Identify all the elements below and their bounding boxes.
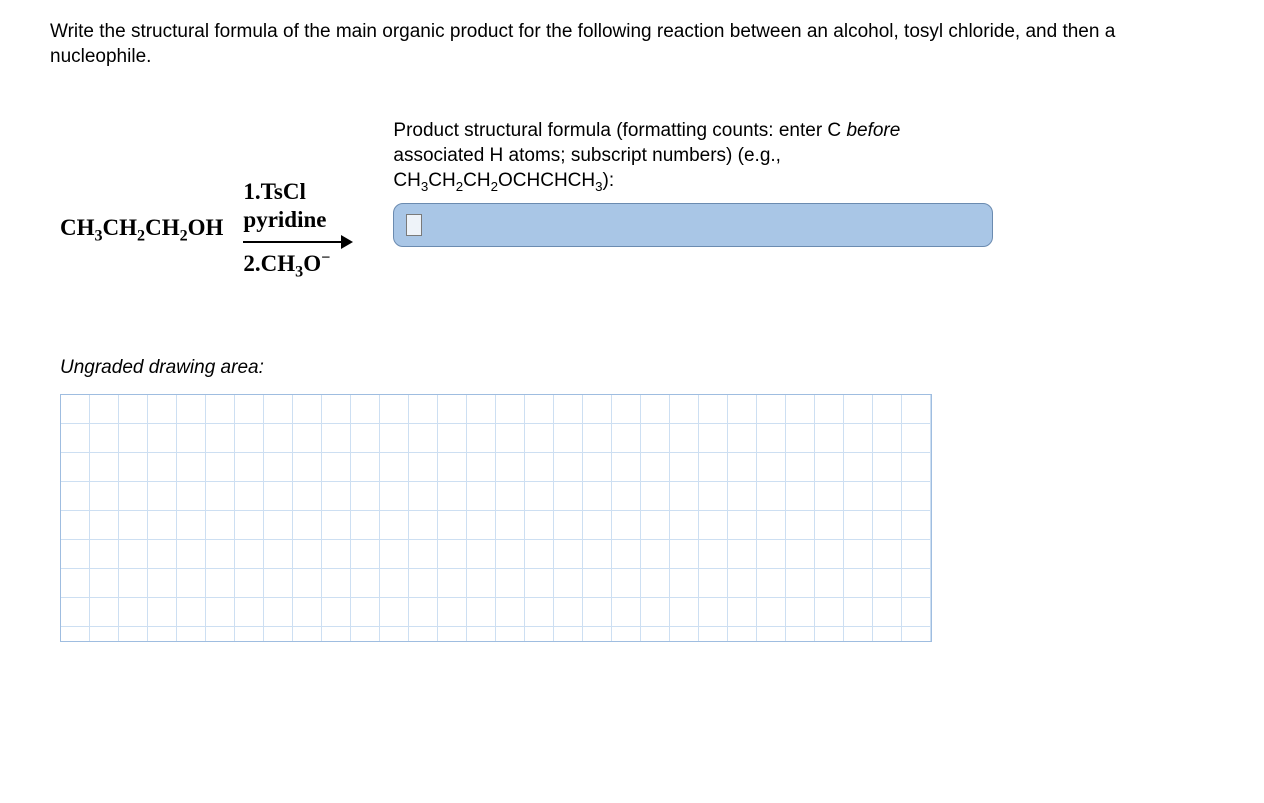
drawing-area-label: Ungraded drawing area:	[60, 357, 1214, 379]
reaction-scheme: CH3CH2CH2OH 1.TsCl pyridine 2.CH3O−	[60, 179, 353, 277]
question-text: Write the structural formula of the main…	[50, 20, 1214, 69]
content-row: CH3CH2CH2OH 1.TsCl pyridine 2.CH3O− Prod…	[50, 119, 1214, 277]
reagent-1-condition: pyridine	[243, 207, 326, 233]
input-cursor-icon	[406, 214, 422, 236]
reagents-column: 1.TsCl pyridine 2.CH3O−	[243, 179, 353, 277]
reagent-1: 1.TsCl	[243, 179, 305, 205]
answer-label: Product structural formula (formatting c…	[393, 119, 993, 193]
arrow-stem	[243, 241, 341, 243]
reaction-arrow	[243, 235, 353, 249]
starting-material: CH3CH2CH2OH	[60, 215, 223, 241]
reagent-2: 2.CH3O−	[243, 251, 330, 277]
answer-area: Product structural formula (formatting c…	[393, 119, 993, 247]
product-formula-input[interactable]	[393, 203, 993, 247]
drawing-grid[interactable]	[60, 394, 932, 642]
arrow-head-icon	[341, 235, 353, 249]
